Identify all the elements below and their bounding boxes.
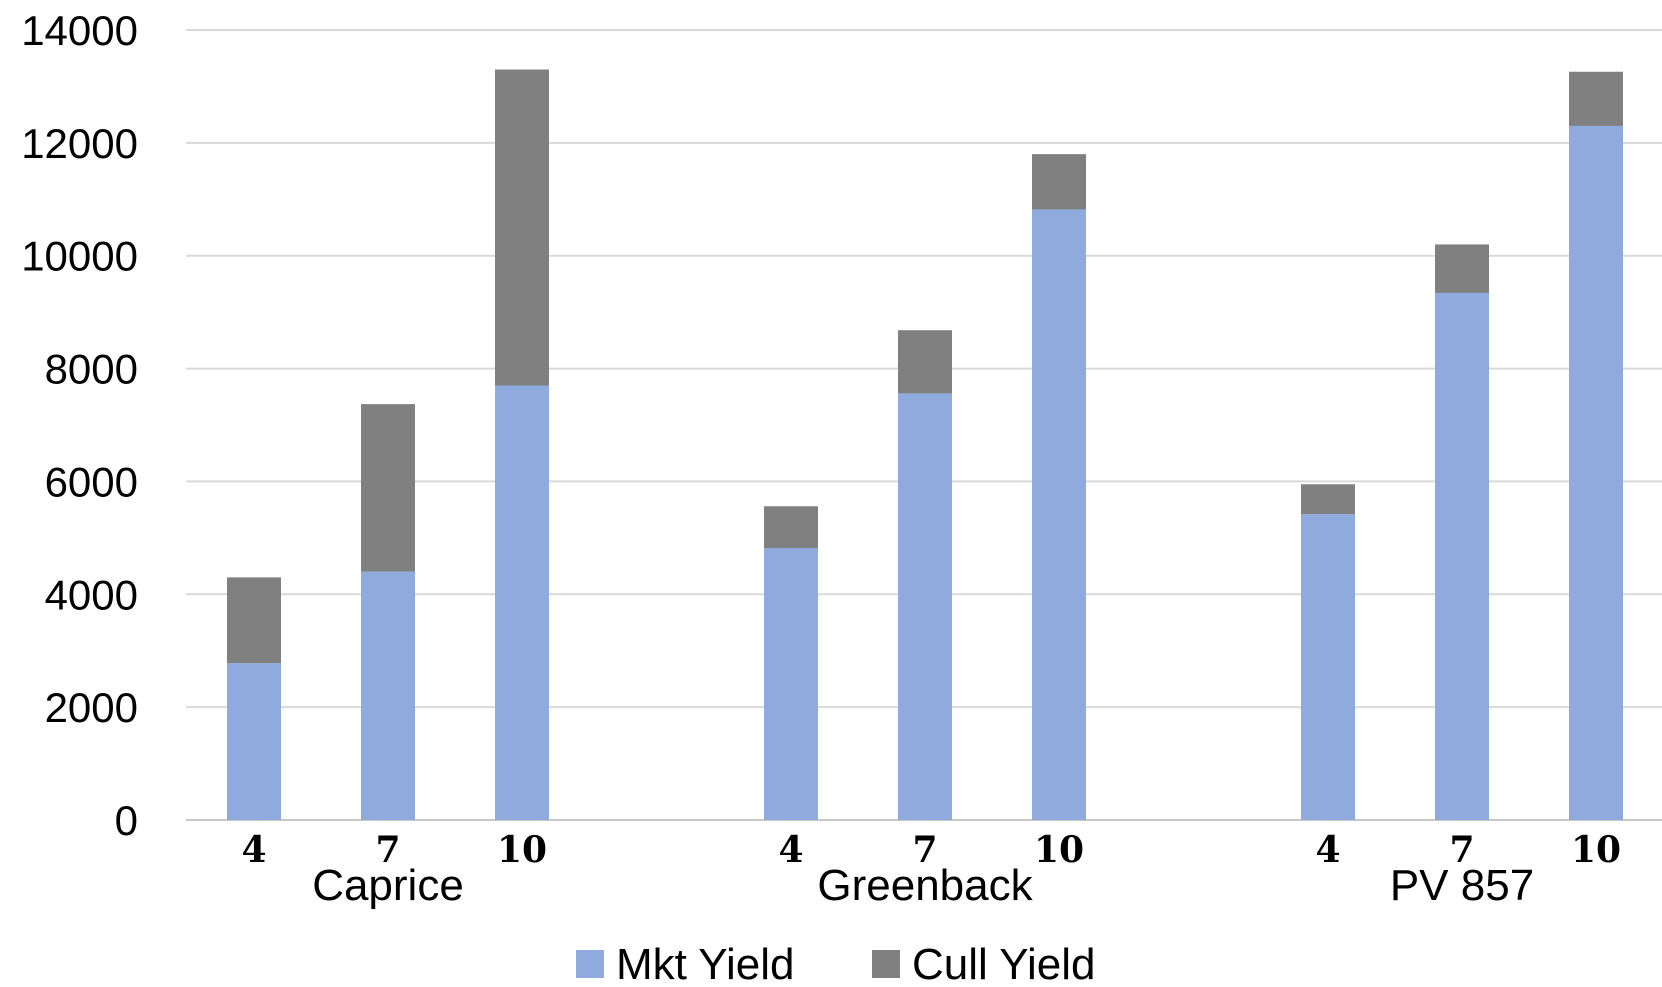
x-tick-label: 10 <box>1571 829 1621 871</box>
y-tick-label: 8000 <box>45 346 138 393</box>
y-tick-label: 10000 <box>21 233 138 280</box>
mkt-yield-bar <box>1301 514 1355 820</box>
x-tick-label: 4 <box>1315 829 1340 871</box>
y-tick-label: 0 <box>115 797 138 844</box>
x-tick-label: 4 <box>241 829 266 871</box>
legend: Mkt Yield Cull Yield <box>576 940 1095 987</box>
bars <box>227 69 1623 820</box>
cull-yield-bar <box>1032 154 1086 210</box>
cull-yield-bar <box>361 404 415 572</box>
y-tick-label: 4000 <box>45 571 138 618</box>
mkt-yield-bar <box>227 663 281 820</box>
mkt-yield-bar <box>495 385 549 820</box>
cull-yield-bar <box>1301 484 1355 515</box>
mkt-yield-bar <box>1569 125 1623 820</box>
legend-label-mkt-yield: Mkt Yield <box>616 940 795 987</box>
cull-yield-bar <box>227 577 281 664</box>
x-tick-label: 10 <box>1034 829 1084 871</box>
y-tick-label: 6000 <box>45 458 138 505</box>
group-label: Greenback <box>817 861 1033 910</box>
group-label: PV 857 <box>1390 861 1534 910</box>
legend-label-cull-yield: Cull Yield <box>912 940 1095 987</box>
mkt-yield-bar <box>1032 209 1086 820</box>
cull-yield-bar <box>495 69 549 386</box>
mkt-yield-bar <box>764 548 818 820</box>
y-tick-label: 12000 <box>21 120 138 167</box>
legend-swatch-cull-yield <box>872 950 900 978</box>
x-tick-label: 4 <box>778 829 803 871</box>
cull-yield-bar <box>898 330 952 394</box>
legend-swatch-mkt-yield <box>576 950 604 978</box>
cull-yield-bar <box>1435 244 1489 293</box>
x-tick-label: 7 <box>912 829 937 871</box>
cull-yield-bar <box>764 506 818 549</box>
cull-yield-bar <box>1569 71 1623 126</box>
x-tick-label: 10 <box>497 829 547 871</box>
x-tick-label: 7 <box>1449 829 1474 871</box>
y-tick-label: 2000 <box>45 684 138 731</box>
mkt-yield-bar <box>361 571 415 820</box>
group-label: Caprice <box>312 861 464 910</box>
y-axis: 0 2000 4000 6000 8000 10000 12000 14000 <box>21 7 138 844</box>
y-tick-label: 14000 <box>21 7 138 54</box>
mkt-yield-bar <box>898 393 952 820</box>
mkt-yield-bar <box>1435 292 1489 820</box>
x-tick-label: 7 <box>375 829 400 871</box>
